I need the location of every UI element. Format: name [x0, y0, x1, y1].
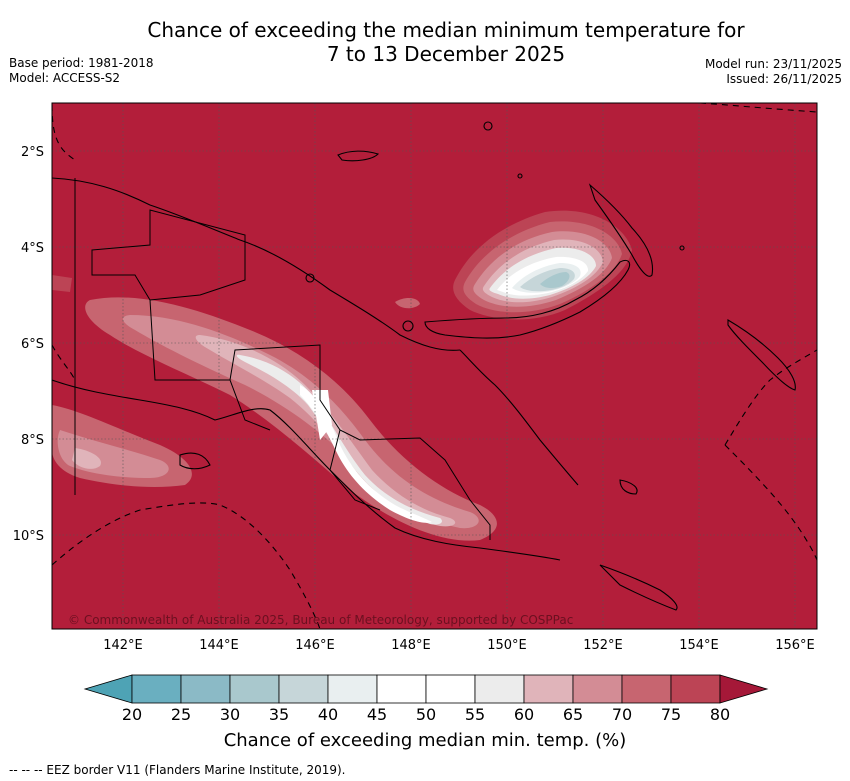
lon-tick-label: 154°E: [679, 638, 719, 653]
international-borders: [74, 178, 491, 540]
colorbar-tick-label: 75: [661, 705, 681, 724]
lon-tick-label: 152°E: [583, 638, 623, 653]
contour-65: [123, 315, 479, 529]
lon-tick-label: 146°E: [295, 638, 335, 653]
colorbar-tick-label: 30: [220, 705, 240, 724]
base-period-text: Base period: 1981-2018: [9, 56, 154, 70]
lat-tick-label: 2°S: [21, 145, 44, 160]
contour-north-70: [395, 298, 420, 309]
colorbar-tick-label: 50: [416, 705, 436, 724]
colorbar-tick-label: 40: [318, 705, 338, 724]
colorbar-segment: [180, 674, 231, 704]
colorbar-tick-label: 20: [122, 705, 142, 724]
colorbar-segment: [474, 674, 525, 704]
map-background: [52, 103, 817, 629]
colorbar-label: Chance of exceeding median min. temp. (%…: [223, 730, 627, 751]
coastlines: [52, 121, 796, 611]
colorbar-segment: [670, 674, 721, 704]
probability-shading: [52, 210, 632, 541]
eez-borders: [52, 103, 817, 629]
map-frame: [51, 102, 818, 630]
colorbar-tick-label: 60: [514, 705, 534, 724]
lon-tick-label: 156°E: [775, 638, 815, 653]
contour-50b: [312, 390, 332, 440]
colorbar-segment: [425, 674, 476, 704]
colorbar-segment: [278, 674, 329, 704]
contour-50: [300, 385, 432, 523]
lat-tick-label: 6°S: [21, 337, 44, 352]
colorbar-segment: [572, 674, 623, 704]
colorbar-segment: [621, 674, 672, 704]
lon-tick-label: 148°E: [391, 638, 431, 653]
lat-tick-label: 10°S: [13, 529, 44, 544]
lon-tick-label: 142°E: [103, 638, 143, 653]
lat-tick-labels: 2°S 4°S 6°S 8°S 10°S: [13, 145, 44, 544]
colorbar-segment: [131, 674, 182, 704]
colorbar-segment: [327, 674, 378, 704]
model-text: Model: ACCESS-S2: [9, 71, 121, 85]
lat-tick-label: 4°S: [21, 241, 44, 256]
colorbar-segment: [523, 674, 574, 704]
contour-55: [236, 354, 442, 525]
colorbar-extend-high: [719, 674, 769, 704]
colorbar-tick-label: 45: [367, 705, 387, 724]
colorbar-tick-label: 35: [269, 705, 289, 724]
contour-w-75: [52, 275, 72, 292]
map-title: Chance of exceeding the median minimum t…: [46, 18, 846, 66]
lon-tick-label: 150°E: [487, 638, 527, 653]
graticule: [52, 103, 817, 629]
title-line-2: 7 to 13 December 2025: [326, 42, 566, 66]
eez-legend-text: -- -- -- EEZ border V11 (Flanders Marine…: [9, 763, 346, 777]
meta-right: Model run: 23/11/2025 Issued: 26/11/2025: [705, 57, 842, 87]
colorbar-segment: [229, 674, 280, 704]
lon-tick-labels: 142°E 144°E 146°E 148°E 150°E 152°E 154°…: [103, 638, 815, 653]
colorbar-tick-label: 80: [710, 705, 730, 724]
copyright-text: © Commonwealth of Australia 2025, Bureau…: [68, 613, 574, 627]
colorbar-extend-low: [83, 674, 133, 704]
title-line-1: Chance of exceeding the median minimum t…: [147, 18, 745, 42]
model-run-text: Model run: 23/11/2025: [704, 57, 842, 71]
colorbar: 20 25 30 35 40 45 50 55 60 65 70 75 80: [83, 674, 769, 724]
colorbar-segment: [376, 674, 427, 704]
colorbar-tick-label: 55: [465, 705, 485, 724]
colorbar-tick-label: 65: [563, 705, 583, 724]
contour-sw-60: [72, 448, 101, 469]
colorbar-tick-label: 25: [171, 705, 191, 724]
contour-nb-35: [540, 272, 570, 289]
lat-tick-label: 8°S: [21, 433, 44, 448]
lon-tick-label: 144°E: [199, 638, 239, 653]
issued-text: Issued: 26/11/2025: [726, 72, 842, 86]
colorbar-tick-label: 70: [612, 705, 632, 724]
meta-left: Base period: 1981-2018 Model: ACCESS-S2: [9, 56, 154, 86]
